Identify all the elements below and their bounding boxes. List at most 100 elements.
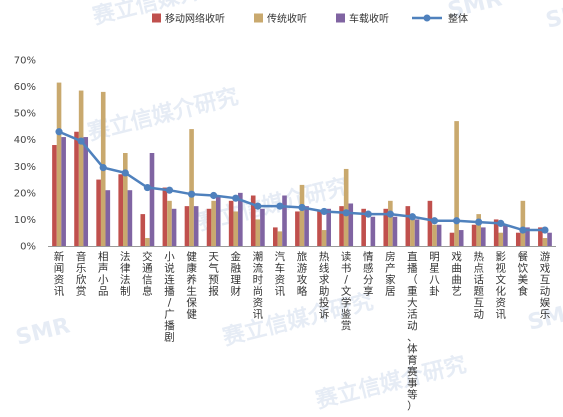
x-category-label: 潮流时尚资讯 <box>253 250 264 321</box>
bar-vehicle <box>171 208 177 246</box>
overall-point <box>165 186 174 194</box>
bar-mobile <box>339 206 344 246</box>
x-category-label: 音乐欣赏 <box>76 250 87 298</box>
bar-traditional <box>388 200 393 246</box>
bar-mobile <box>118 174 123 246</box>
bar-vehicle <box>392 216 398 246</box>
bar-traditional <box>167 200 172 246</box>
x-category-label: 健康养生保健 <box>186 251 197 321</box>
overall-point <box>430 217 439 225</box>
bar-vehicle <box>260 208 265 246</box>
overall-point <box>541 226 549 234</box>
x-category-label: 热点话题互动 <box>473 250 484 321</box>
bar-traditional <box>145 238 150 246</box>
x-category-label: 交通信息 <box>142 250 153 298</box>
overall-point <box>475 218 483 226</box>
legend-swatch-marker <box>423 14 431 22</box>
bar-traditional <box>498 232 504 246</box>
bar-mobile <box>317 211 322 246</box>
x-category-label: 影视文化资讯 <box>496 250 507 321</box>
legend-label: 整体 <box>448 12 468 25</box>
bar-traditional <box>476 214 481 246</box>
watermark-logo: SMR <box>543 0 563 34</box>
bar-traditional <box>321 230 327 246</box>
bar-vehicle <box>282 195 287 246</box>
bar-mobile <box>538 227 543 246</box>
bar-mobile <box>273 227 278 246</box>
bar-vehicle <box>525 227 530 246</box>
bar-vehicle <box>481 227 486 246</box>
overall-point <box>364 210 372 218</box>
bar-mobile <box>405 206 411 246</box>
bar-mobile <box>74 131 79 246</box>
bar-vehicle <box>370 216 376 246</box>
bar-vehicle <box>547 232 552 246</box>
legend-swatch <box>336 13 345 23</box>
legend-label: 移动网络收听 <box>165 12 225 25</box>
bar-vehicle <box>458 230 464 246</box>
x-category-label: 相声小品 <box>98 250 109 298</box>
x-category-label: 游戏互动娱乐 <box>540 250 551 321</box>
legend-swatch <box>152 13 161 23</box>
bar-mobile <box>383 208 389 246</box>
y-tick-label: 60% <box>14 82 36 93</box>
bar-mobile <box>96 179 101 246</box>
overall-point <box>77 137 85 145</box>
bar-vehicle <box>149 153 155 246</box>
bar-vehicle <box>414 219 420 246</box>
overall-point <box>408 213 417 221</box>
category-labels: 新闻资讯音乐欣赏相声小品法律法制交通信息小说连播/广播剧健康养生保健天气预报金融… <box>54 250 551 413</box>
x-category-label: 金融理财 <box>230 250 241 298</box>
x-category-label: 汽车资讯 <box>275 250 286 298</box>
bars-layer <box>52 82 552 246</box>
bar-vehicle <box>436 224 442 246</box>
legend: 移动网络收听 传统收听 车载收听 整体 <box>152 12 468 25</box>
bar-vehicle <box>215 195 221 246</box>
overall-point <box>121 169 129 177</box>
y-tick-label: 0% <box>20 242 36 253</box>
bar-traditional <box>520 200 526 246</box>
overall-point <box>519 226 527 234</box>
y-tick-label: 10% <box>14 215 36 226</box>
bar-mobile <box>449 232 455 246</box>
bar-traditional <box>211 200 216 246</box>
bar-vehicle <box>326 208 331 246</box>
legend-label: 车载收听 <box>349 12 389 25</box>
bar-traditional <box>78 90 84 246</box>
bar-mobile <box>295 211 300 246</box>
overall-point <box>232 194 240 202</box>
bar-vehicle <box>83 137 89 246</box>
bar-traditional <box>233 211 239 246</box>
bar-traditional <box>432 224 437 246</box>
overall-point <box>99 164 107 172</box>
x-category-label: 小说连播/广播剧 <box>164 251 175 344</box>
bar-traditional <box>255 219 261 246</box>
x-category-label: 热线求助投诉 <box>319 250 330 321</box>
x-category-label: 直播（重大活动、体育赛事等） <box>407 250 418 413</box>
legend-swatch <box>254 13 263 23</box>
bar-mobile <box>140 214 146 246</box>
legend-label: 传统收听 <box>267 12 307 25</box>
overall-point <box>55 128 63 136</box>
x-category-label: 情感分享 <box>363 250 374 298</box>
overall-point <box>276 202 284 210</box>
overall-point <box>386 210 394 218</box>
y-tick-label: 20% <box>14 188 36 199</box>
x-category-label: 读书/文学鉴赏 <box>341 250 352 332</box>
x-category-label: 房产家居 <box>385 250 396 298</box>
bar-vehicle <box>193 206 199 246</box>
x-category-label: 天气预报 <box>208 251 219 298</box>
bar-vehicle <box>304 206 309 246</box>
overall-point <box>342 209 350 217</box>
bar-mobile <box>361 208 366 246</box>
watermark-text: 赛立信媒介研究 <box>84 83 241 146</box>
overall-point <box>320 207 328 216</box>
overall-point <box>187 190 196 198</box>
overall-point <box>298 203 306 212</box>
bar-mobile <box>184 206 190 246</box>
bar-mobile <box>427 200 433 246</box>
y-tick-label: 30% <box>14 162 36 173</box>
bar-traditional <box>189 129 194 246</box>
x-category-label: 旅游攻略 <box>297 250 308 298</box>
